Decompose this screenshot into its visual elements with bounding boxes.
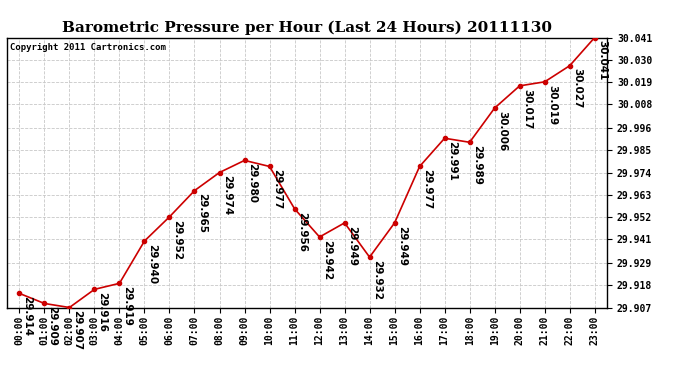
Text: 29.991: 29.991 [447,141,457,181]
Text: 29.909: 29.909 [47,306,57,346]
Text: 30.006: 30.006 [497,111,507,151]
Text: 30.041: 30.041 [598,40,607,81]
Text: 29.949: 29.949 [347,226,357,266]
Text: 29.965: 29.965 [197,194,207,233]
Text: 29.949: 29.949 [397,226,407,266]
Text: 29.919: 29.919 [122,286,132,326]
Text: 30.027: 30.027 [573,69,582,109]
Title: Barometric Pressure per Hour (Last 24 Hours) 20111130: Barometric Pressure per Hour (Last 24 Ho… [62,21,552,35]
Text: 29.914: 29.914 [22,296,32,336]
Text: 29.942: 29.942 [322,240,333,280]
Text: 29.940: 29.940 [147,244,157,284]
Text: 30.017: 30.017 [522,88,533,129]
Text: 29.952: 29.952 [172,220,182,260]
Text: 29.916: 29.916 [97,292,107,332]
Text: 29.907: 29.907 [72,310,82,350]
Text: 29.980: 29.980 [247,163,257,203]
Text: 29.977: 29.977 [273,169,282,210]
Text: 29.974: 29.974 [222,175,233,216]
Text: Copyright 2011 Cartronics.com: Copyright 2011 Cartronics.com [10,43,166,52]
Text: 29.977: 29.977 [422,169,433,210]
Text: 29.989: 29.989 [473,145,482,185]
Text: 29.932: 29.932 [373,260,382,300]
Text: 29.956: 29.956 [297,211,307,252]
Text: 30.019: 30.019 [547,85,558,125]
